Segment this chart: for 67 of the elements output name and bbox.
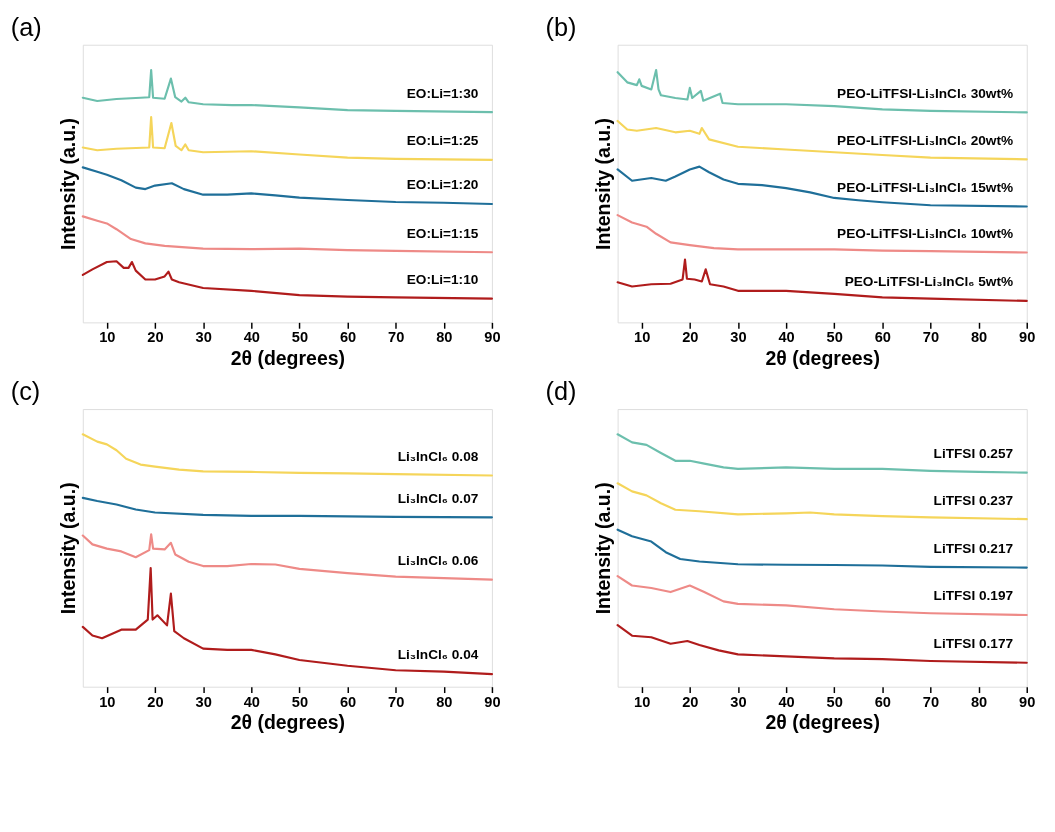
x-axis-title: 2θ (degrees)	[765, 711, 880, 734]
x-tick-label: 10	[634, 329, 651, 346]
series-label: PEO-LiTFSI-Li₃InCl₆ 20wt%	[837, 132, 1014, 148]
series-label: LiTFSI 0.197	[933, 588, 1014, 604]
x-tick-label: 60	[339, 329, 357, 346]
series-label: PEO-LiTFSI-Li₃InCl₆ 5wt%	[844, 274, 1014, 290]
x-tick-label: 40	[778, 329, 795, 346]
x-tick-label: 70	[388, 329, 405, 346]
y-axis-title: Intensity (a.u.)	[57, 482, 80, 615]
x-axis-title: 2θ (degrees)	[230, 711, 346, 734]
x-tick-label: 10	[634, 693, 651, 710]
series-label: PEO-LiTFSI-Li₃InCl₆ 10wt%	[837, 225, 1014, 241]
y-axis-title: Intensity (a.u.)	[592, 118, 615, 251]
x-tick-label: 20	[682, 329, 699, 346]
series-label: LiTFSI 0.237	[933, 492, 1014, 508]
x-tick-label: 70	[388, 693, 405, 710]
x-tick-label: 80	[970, 693, 988, 710]
x-tick-label: 30	[730, 329, 747, 346]
chart-title: (a)	[10, 12, 42, 41]
series-label: Li₃InCl₆ 0.08	[397, 448, 479, 464]
series-label: PEO-LiTFSI-Li₃InCl₆ 30wt%	[837, 85, 1014, 101]
series-label: Li₃InCl₆ 0.07	[397, 490, 479, 506]
x-tick-label: 60	[874, 693, 891, 710]
x-tick-label: 50	[291, 693, 309, 710]
x-tick-label: 70	[922, 693, 940, 710]
chart-title: (d)	[545, 377, 577, 406]
x-axis-title: 2θ (degrees)	[230, 346, 346, 369]
series-label: EO:Li=1:15	[406, 225, 479, 241]
x-tick-label: 40	[243, 693, 260, 710]
series-label: EO:Li=1:25	[406, 133, 479, 149]
y-axis-title: Intensity (a.u.)	[592, 482, 615, 615]
x-tick-label: 50	[291, 329, 309, 346]
x-tick-label: 20	[682, 693, 699, 710]
x-tick-label: 20	[147, 693, 164, 710]
series-label: EO:Li=1:20	[406, 177, 479, 193]
x-tick-label: 80	[970, 329, 988, 346]
x-tick-label: 90	[1019, 693, 1036, 710]
x-tick-label: 30	[195, 329, 212, 346]
x-tick-label: 90	[484, 693, 501, 710]
series-label: PEO-LiTFSI-Li₃InCl₆ 15wt%	[837, 179, 1014, 195]
x-tick-label: 10	[99, 693, 116, 710]
x-tick-label: 30	[730, 693, 747, 710]
y-axis-title: Intensity (a.u.)	[57, 118, 80, 251]
x-tick-label: 70	[922, 329, 940, 346]
series-label: LiTFSI 0.257	[933, 446, 1014, 462]
x-tick-label: 90	[484, 329, 501, 346]
x-tick-label: 50	[826, 329, 843, 346]
x-tick-label: 60	[874, 329, 891, 346]
x-tick-label: 90	[1019, 329, 1036, 346]
series-label: Li₃InCl₆ 0.04	[397, 647, 479, 663]
series-label: Li₃InCl₆ 0.06	[397, 553, 479, 569]
series-label: LiTFSI 0.217	[933, 540, 1014, 556]
chart-title: (c)	[10, 377, 41, 406]
x-axis-title: 2θ (degrees)	[765, 346, 880, 369]
x-tick-label: 80	[436, 693, 453, 710]
x-tick-label: 50	[826, 693, 843, 710]
x-tick-label: 60	[339, 693, 357, 710]
series-label: EO:Li=1:30	[406, 85, 479, 101]
x-tick-label: 40	[778, 693, 795, 710]
series-label: EO:Li=1:10	[406, 272, 479, 288]
x-tick-label: 30	[195, 693, 212, 710]
x-tick-label: 10	[99, 329, 116, 346]
x-tick-label: 20	[147, 329, 164, 346]
x-tick-label: 80	[436, 329, 453, 346]
chart-title: (b)	[545, 12, 577, 41]
series-label: LiTFSI 0.177	[933, 636, 1014, 652]
x-tick-label: 40	[243, 329, 260, 346]
